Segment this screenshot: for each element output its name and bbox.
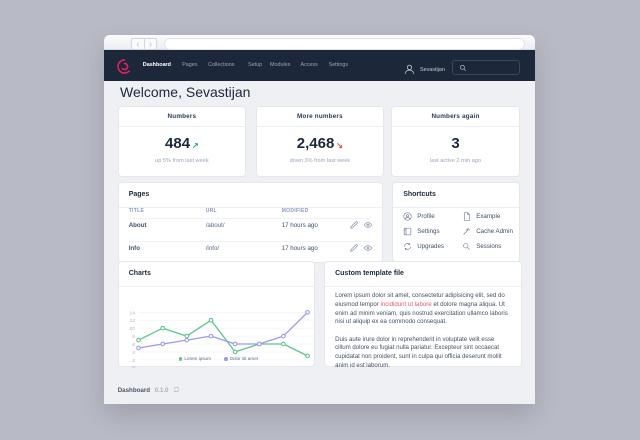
svg-text:12: 12	[129, 318, 135, 324]
svg-text:14: 14	[129, 310, 135, 316]
svg-text:8: 8	[132, 334, 135, 340]
svg-text:6: 6	[132, 342, 135, 348]
svg-text:10: 10	[129, 326, 135, 332]
svg-text:4: 4	[132, 350, 135, 356]
svg-text:0: 0	[132, 365, 135, 368]
